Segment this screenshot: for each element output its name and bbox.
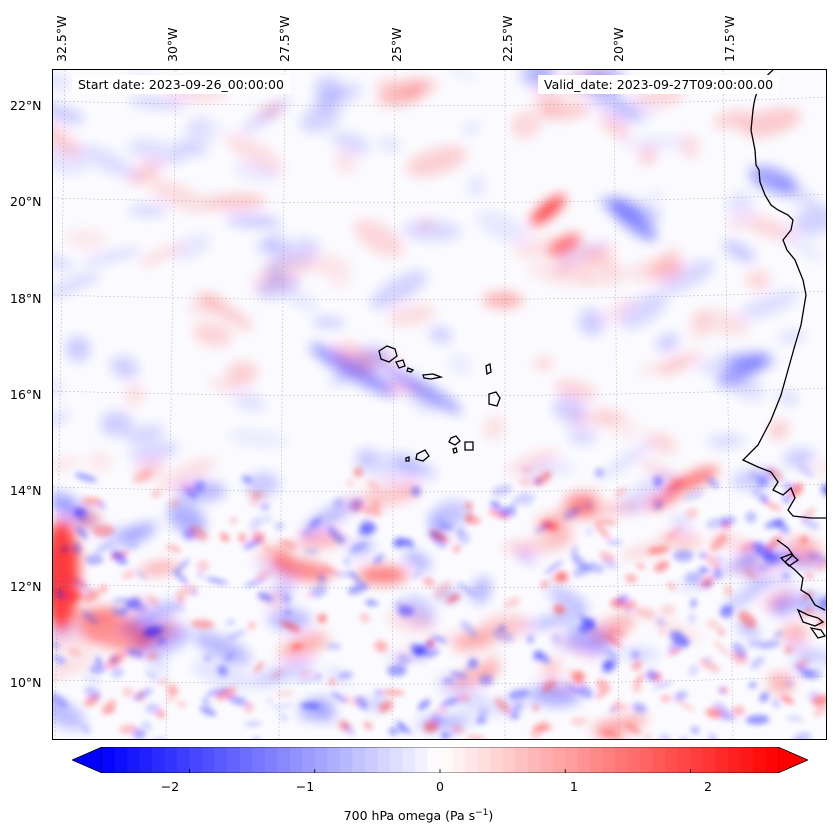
valid-date-label: Valid_date: 2023-09-27T09:00:00.00: [538, 75, 780, 94]
lon-label-17-5w: 17.5°W: [722, 15, 737, 62]
lat-label-12n: 12°N: [10, 579, 42, 594]
lon-label-20w: 20°W: [611, 27, 626, 62]
colorbar-tick-1: 1: [570, 779, 578, 794]
colorbar: [72, 747, 808, 773]
lat-label-14n: 14°N: [10, 483, 42, 498]
lon-label-27-5w: 27.5°W: [277, 15, 292, 62]
africa-coastline: [741, 70, 826, 519]
lon-label-32-5w: 32.5°W: [54, 15, 69, 62]
start-date-label: Start date: 2023-09-26_00:00:00: [72, 75, 290, 94]
gridlines: [53, 70, 826, 739]
omega-map: [52, 69, 827, 740]
colorbar-extend-max: [777, 747, 808, 773]
lat-label-10n: 10°N: [10, 675, 42, 690]
lon-label-25w: 25°W: [389, 27, 404, 62]
colorbar-label: 700 hPa omega (Pa s−1): [343, 808, 494, 824]
lat-label-22n: 22°N: [10, 98, 42, 113]
coastlines: [741, 70, 826, 639]
lat-label-16n: 16°N: [10, 387, 42, 402]
lat-label-18n: 18°N: [10, 291, 42, 306]
colorbar-tick-0: 0: [436, 779, 444, 794]
lat-label-20n: 20°N: [10, 194, 42, 209]
colorbar-tick-minus-1: −1: [295, 779, 315, 794]
lon-label-30w: 30°W: [165, 27, 180, 62]
cabo-verde-islands: [378, 345, 501, 462]
omega-field: [53, 70, 826, 739]
colorbar-tick-minus-2: −2: [160, 779, 180, 794]
colorbar-tick-2: 2: [704, 779, 712, 794]
lon-label-22-5w: 22.5°W: [500, 15, 515, 62]
colorbar-extend-min: [72, 747, 103, 773]
